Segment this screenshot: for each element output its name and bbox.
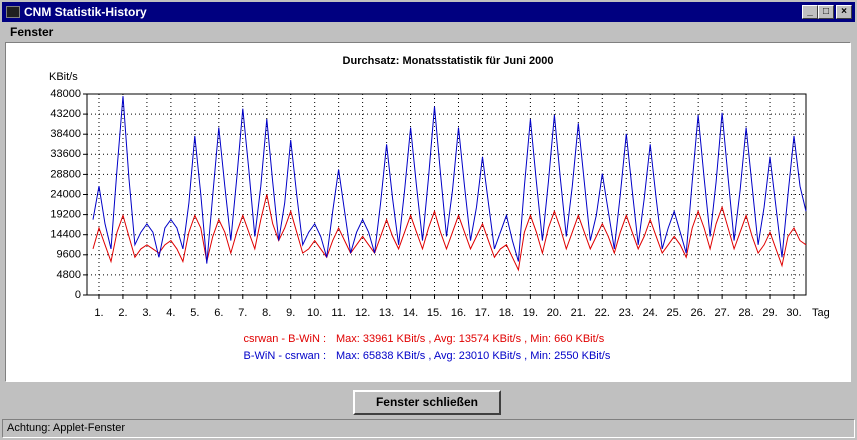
x-tick-label: 24. bbox=[643, 307, 658, 319]
data-line bbox=[92, 96, 807, 264]
chart-title: Durchsatz: Monatsstatistik für Juni 2000 bbox=[343, 55, 554, 67]
x-tick-label: 19. bbox=[523, 307, 538, 319]
x-tick-label: 21. bbox=[571, 307, 586, 319]
window-title: CNM Statistik-History bbox=[24, 5, 147, 19]
x-tick-label: 28. bbox=[738, 307, 753, 319]
chart-panel: Durchsatz: Monatsstatistik für Juni 2000… bbox=[5, 42, 851, 382]
y-tick-label: 4800 bbox=[57, 269, 81, 281]
x-tick-label: 17. bbox=[475, 307, 490, 319]
y-tick-label: 19200 bbox=[50, 209, 81, 221]
x-tick-label: 1. bbox=[94, 307, 103, 319]
y-tick-label: 0 bbox=[75, 289, 81, 301]
y-tick-label: 43200 bbox=[50, 108, 81, 120]
x-tick-label: 8. bbox=[262, 307, 271, 319]
close-button[interactable]: × bbox=[836, 5, 852, 19]
legend-label: B-WiN - csrwan : bbox=[244, 350, 327, 362]
x-tick-label: 26. bbox=[691, 307, 706, 319]
x-tick-label: 3. bbox=[142, 307, 151, 319]
x-axis-label: Tag bbox=[812, 307, 830, 319]
y-tick-label: 28800 bbox=[50, 168, 81, 180]
minimize-button[interactable]: _ bbox=[802, 5, 818, 19]
y-tick-label: 14400 bbox=[50, 229, 81, 241]
y-tick-label: 9600 bbox=[57, 249, 81, 261]
y-tick-label: 48000 bbox=[50, 88, 81, 100]
x-tick-label: 23. bbox=[619, 307, 634, 319]
x-tick-label: 27. bbox=[714, 307, 729, 319]
x-tick-label: 10. bbox=[307, 307, 322, 319]
legend-stats: Max: 65838 KBit/s , Avg: 23010 KBit/s , … bbox=[336, 350, 611, 362]
x-tick-label: 5. bbox=[190, 307, 199, 319]
close-window-button[interactable]: Fenster schließen bbox=[353, 390, 501, 415]
legend-stats: Max: 33961 KBit/s , Avg: 13574 KBit/s , … bbox=[336, 333, 605, 345]
status-bar: Achtung: Applet-Fenster bbox=[2, 419, 855, 438]
legend-label: csrwan - B-WiN : bbox=[244, 333, 327, 345]
x-tick-label: 7. bbox=[238, 307, 247, 319]
x-tick-label: 15. bbox=[427, 307, 442, 319]
x-tick-label: 13. bbox=[379, 307, 394, 319]
x-tick-label: 18. bbox=[499, 307, 514, 319]
x-tick-label: 16. bbox=[451, 307, 466, 319]
data-line bbox=[92, 194, 807, 272]
x-tick-label: 2. bbox=[118, 307, 127, 319]
x-tick-label: 30. bbox=[786, 307, 801, 319]
x-tick-label: 29. bbox=[762, 307, 777, 319]
x-tick-label: 9. bbox=[286, 307, 295, 319]
x-tick-label: 11. bbox=[331, 307, 345, 319]
y-tick-label: 38400 bbox=[50, 128, 81, 140]
maximize-button[interactable]: □ bbox=[818, 5, 834, 19]
x-tick-label: 20. bbox=[547, 307, 562, 319]
x-tick-label: 25. bbox=[667, 307, 682, 319]
x-tick-label: 4. bbox=[166, 307, 175, 319]
title-bar: CNM Statistik-History _ □ × bbox=[2, 2, 855, 22]
y-tick-label: 24000 bbox=[50, 188, 81, 200]
menu-item[interactable]: Fenster bbox=[10, 25, 54, 39]
y-tick-label: 33600 bbox=[50, 148, 81, 160]
x-tick-label: 22. bbox=[595, 307, 610, 319]
x-tick-label: 14. bbox=[403, 307, 418, 319]
x-tick-label: 12. bbox=[355, 307, 370, 319]
chart: Durchsatz: Monatsstatistik für Juni 2000… bbox=[49, 55, 830, 362]
app-icon bbox=[6, 6, 20, 18]
x-tick-label: 6. bbox=[214, 307, 223, 319]
y-axis-label: KBit/s bbox=[49, 71, 78, 83]
